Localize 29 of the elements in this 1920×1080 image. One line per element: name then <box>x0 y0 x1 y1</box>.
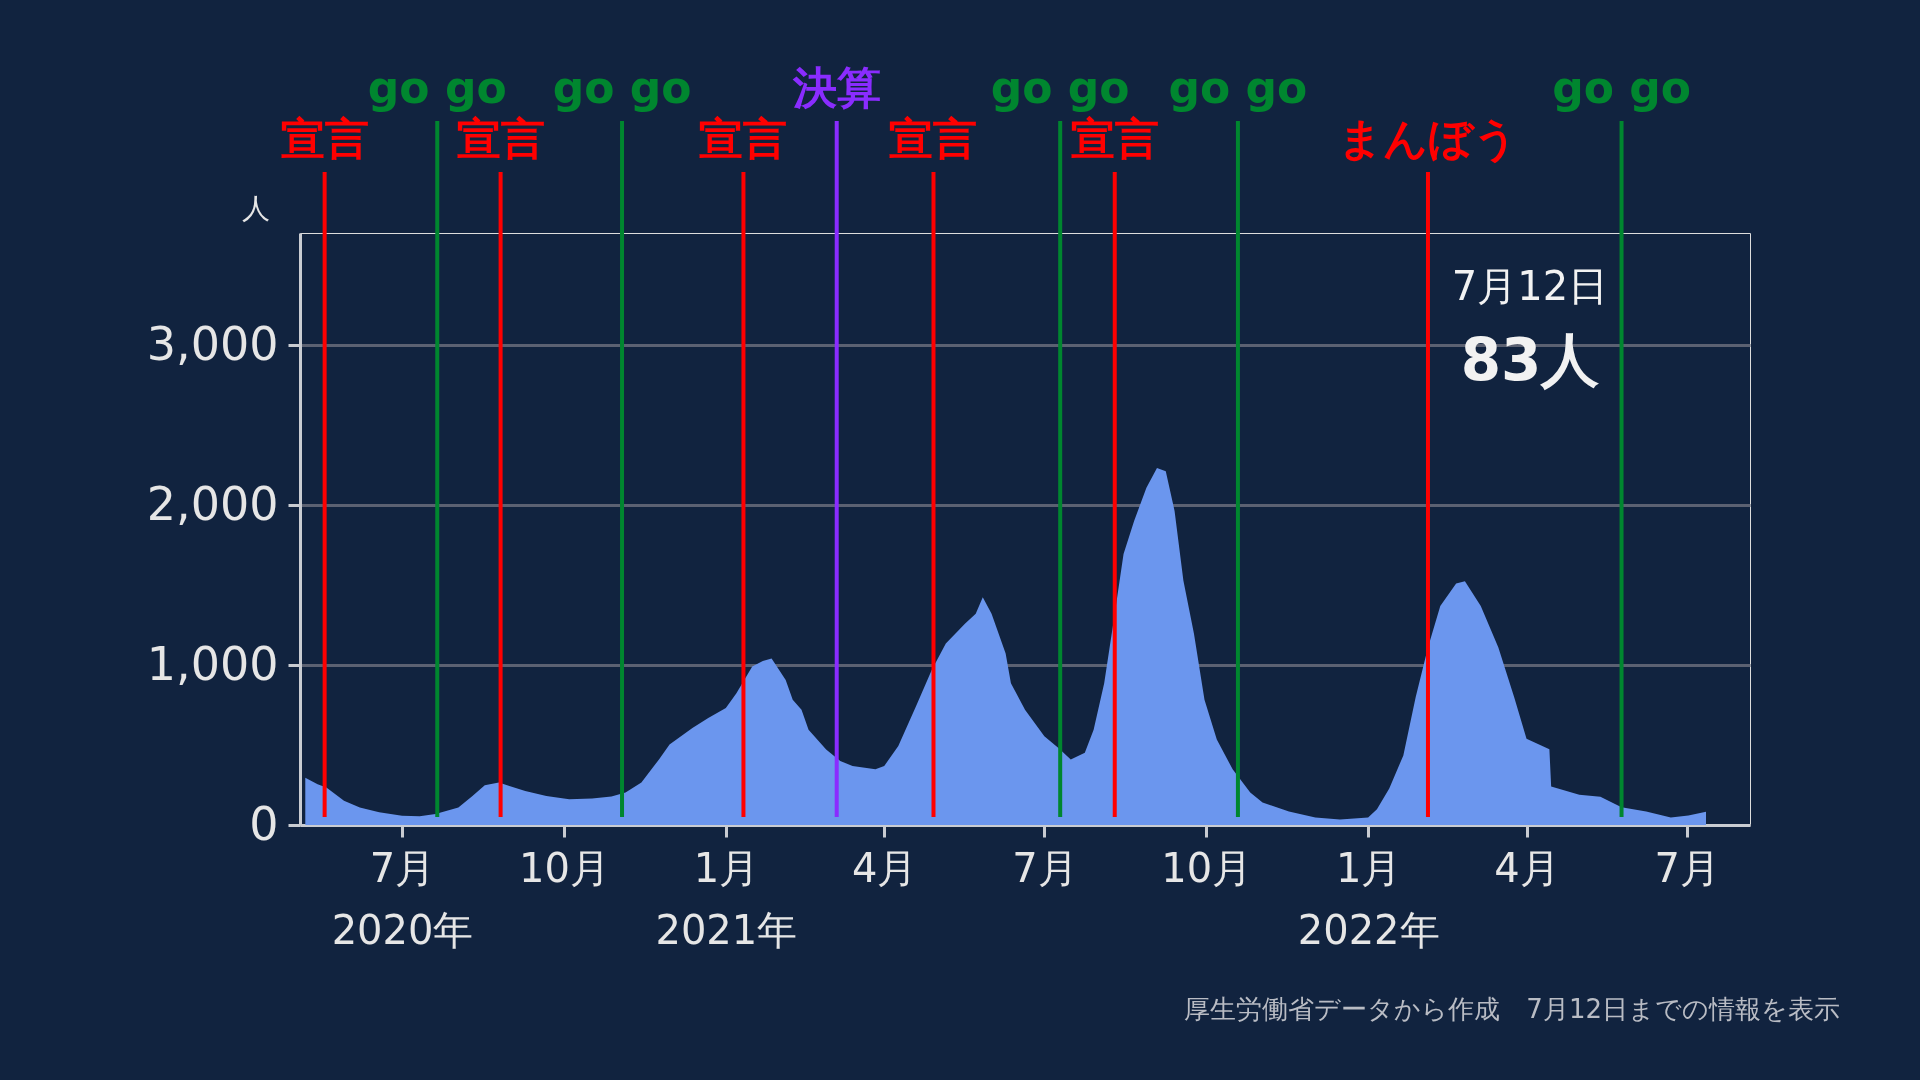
ref-line-label: 宣言 <box>280 113 369 164</box>
ref-line-label: 宣言 <box>889 113 978 164</box>
x-tick-label: 1月 2021年 <box>655 844 798 953</box>
ref-line-label: go go <box>552 62 692 113</box>
annotation: 7月12日 <box>1451 263 1609 309</box>
ref-line-label: 決算 <box>791 62 881 113</box>
ref-line-label: go go <box>1552 62 1691 113</box>
text: 厚生労働省データから作成 7月12日までの情報を表示 <box>1184 994 1840 1024</box>
y-axis-title: 人 <box>241 191 270 225</box>
x-tick-label: 7月 <box>1012 844 1078 891</box>
x-tick-label: 10月 <box>519 844 610 891</box>
ref-line-label: 宣言 <box>1070 113 1159 164</box>
x-tick-label: 10月 <box>1161 844 1253 891</box>
ref-line-label: go go <box>990 62 1130 113</box>
y-tick-label: 1,000 <box>146 636 279 691</box>
annotation: 83人 <box>1460 326 1600 394</box>
ref-line-label: go go <box>1168 62 1308 113</box>
y-tick-label: 3,000 <box>146 316 279 371</box>
ref-line-label: go go <box>367 62 507 113</box>
ref-line-label: まんぼう <box>1337 113 1518 164</box>
y-tick-label: 0 <box>249 796 279 851</box>
x-tick-label: 1月 2022年 <box>1297 844 1440 953</box>
y-tick-label: 2,000 <box>146 476 279 531</box>
ref-line-label: 宣言 <box>699 113 788 164</box>
x-tick-label: 7月 2020年 <box>331 844 474 953</box>
x-tick-label: 4月 <box>852 844 918 891</box>
x-tick-label: 7月 <box>1654 844 1720 891</box>
ref-line-label: 宣言 <box>456 113 545 164</box>
x-tick-label: 4月 <box>1494 844 1560 891</box>
